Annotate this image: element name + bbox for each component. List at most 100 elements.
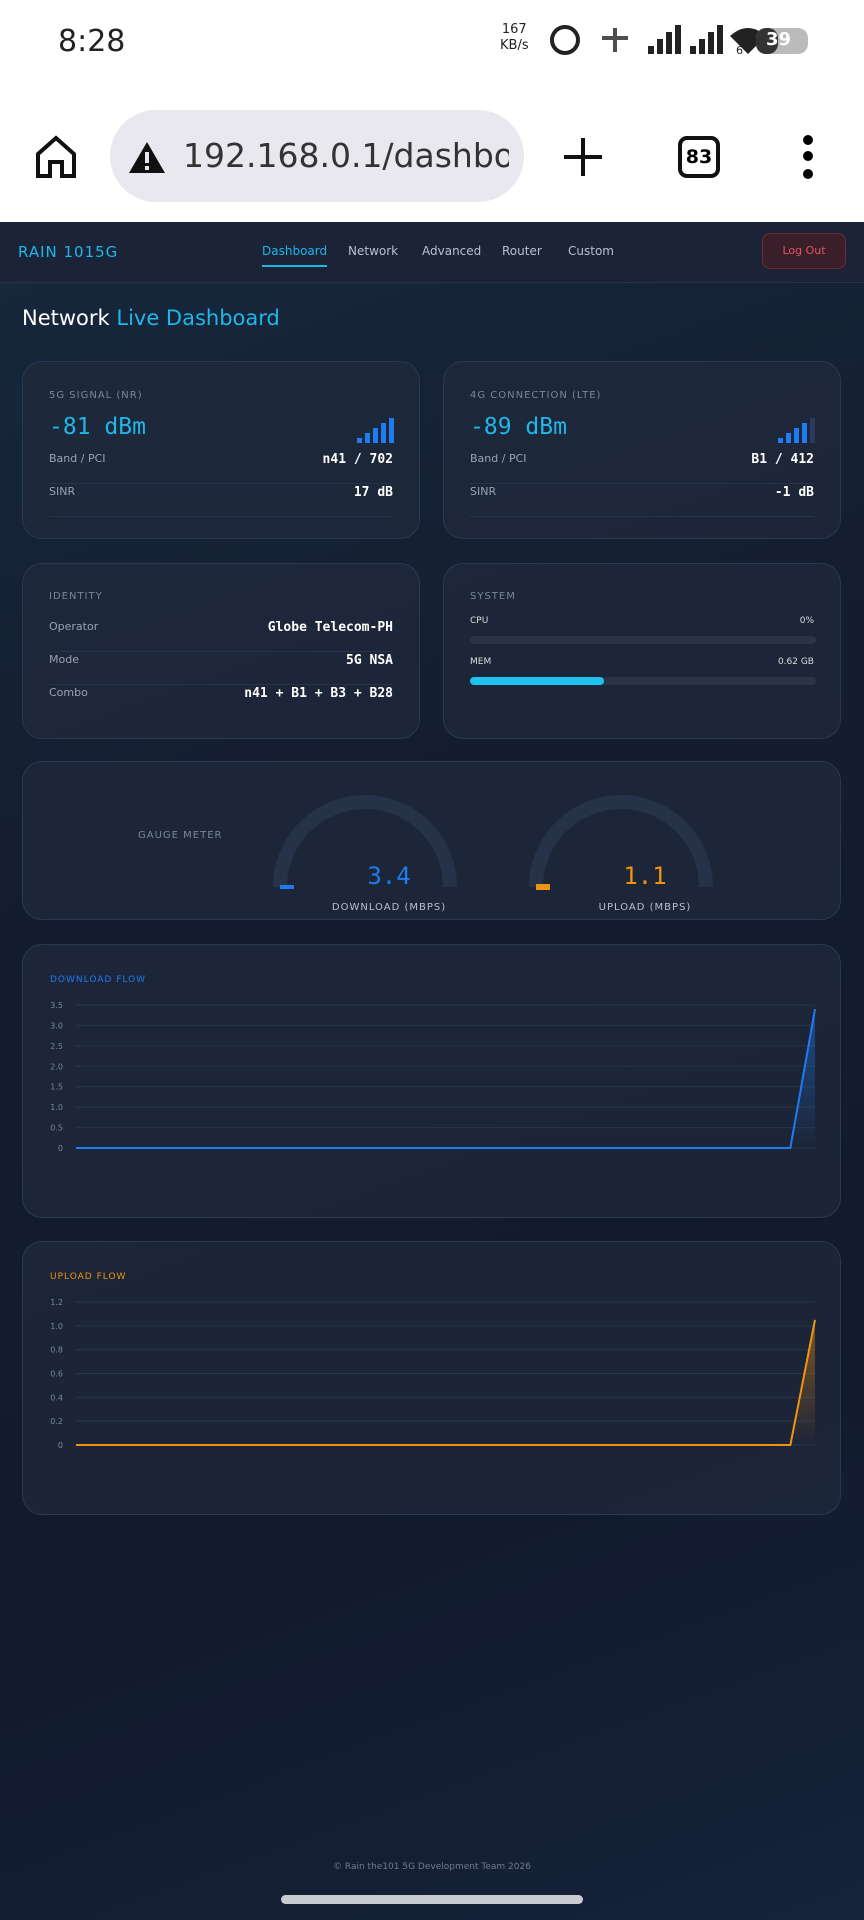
speed: 167 bbox=[501, 22, 527, 37]
download-value: 3.4 bbox=[367, 862, 411, 890]
upload-value: 1.1 bbox=[623, 862, 667, 890]
row-value: n41 / 702 bbox=[322, 452, 393, 467]
net-speed: 167 KB/s bbox=[500, 22, 529, 54]
cpu-label: CPU bbox=[470, 616, 489, 626]
battery: 39 bbox=[766, 29, 792, 50]
status-icons bbox=[550, 25, 808, 55]
y-tick-label: 0.4 bbox=[50, 1393, 63, 1402]
clock: 8:28 bbox=[58, 24, 126, 59]
page-heading: Network Live Dashboard bbox=[22, 306, 280, 330]
navbar: RAIN 1015G Dashboard Network Advanced Ro… bbox=[0, 222, 864, 283]
identity-card: IDENTITY Operator Globe Telecom-PH Mode 5G… bbox=[22, 563, 420, 739]
info-row: Band / PCI n41 / 702 bbox=[49, 452, 393, 484]
card-label: 4G CONNECTION (LTE) bbox=[470, 390, 602, 401]
info-row: Band / PCI B1 / 412 bbox=[470, 452, 814, 484]
row-label: SINR bbox=[470, 485, 497, 498]
footer: © Rain the101 5G Development Team 2026 bbox=[333, 1862, 531, 1872]
gauge-title: GAUGE METER bbox=[138, 830, 223, 841]
upload-chart-card: UPLOAD FLOW 0 0.2 0.4 0.6 0.8 1.0 1.2 bbox=[22, 1241, 841, 1515]
chart-title: DOWNLOAD FLOW bbox=[50, 975, 146, 985]
download-label: DOWNLOAD (MBPS) bbox=[331, 902, 447, 913]
heading-second: Live Dashboard bbox=[116, 306, 280, 330]
y-tick-label: 0 bbox=[58, 1441, 63, 1450]
upload-chart: UPLOAD FLOW 0 0.2 0.4 0.6 0.8 1.0 1.2 bbox=[50, 1272, 816, 1450]
new-tab[interactable] bbox=[562, 136, 604, 178]
row-label: Combo bbox=[49, 686, 88, 699]
card-label: IDENTITY bbox=[49, 591, 103, 602]
warning-icon bbox=[129, 142, 165, 173]
row-value: 5G NSA bbox=[346, 653, 393, 668]
y-tick-label: 0 bbox=[58, 1144, 63, 1153]
mem-value: 0.62 GB bbox=[777, 657, 814, 667]
y-tick-label: 1.2 bbox=[50, 1298, 63, 1307]
y-tick-label: 0.8 bbox=[50, 1346, 63, 1355]
y-tick-label: 1.0 bbox=[50, 1103, 63, 1112]
row-label: Operator bbox=[49, 620, 99, 633]
info-row: Combo n41 + B1 + B3 + B28 bbox=[49, 686, 393, 718]
card-label: SYSTEM bbox=[470, 591, 516, 602]
signal-icon bbox=[778, 418, 815, 443]
y-tick-label: 1.5 bbox=[50, 1083, 63, 1092]
y-tick-label: 3.5 bbox=[50, 1001, 63, 1010]
chart-title: UPLOAD FLOW bbox=[50, 1272, 126, 1282]
row-value: B1 / 412 bbox=[751, 452, 814, 467]
row-value: Globe Telecom-PH bbox=[267, 620, 393, 635]
y-tick-label: 0.2 bbox=[50, 1417, 63, 1426]
home-indicator bbox=[281, 1895, 583, 1904]
home-button[interactable] bbox=[34, 134, 78, 178]
row-value: 17 dB bbox=[353, 485, 393, 500]
address-bar[interactable]: 192.168.0.1/dashboard bbox=[110, 110, 524, 202]
nav-link[interactable]: Network bbox=[348, 244, 399, 258]
y-tick-label: 1.0 bbox=[50, 1322, 63, 1331]
mem-label: MEM bbox=[470, 657, 492, 667]
y-tick-label: 0.6 bbox=[50, 1370, 63, 1379]
y-tick-label: 3.0 bbox=[50, 1021, 63, 1030]
system-card: SYSTEM CPU 0% MEM 0.62 GB bbox=[443, 563, 841, 739]
row-value: n41 + B1 + B3 + B28 bbox=[244, 686, 393, 701]
upload-label: UPLOAD (MBPS) bbox=[598, 902, 692, 913]
info-row: SINR -1 dB bbox=[470, 485, 814, 517]
line bbox=[76, 1319, 816, 1446]
info-row: Operator Globe Telecom-PH bbox=[49, 620, 393, 652]
brand: RAIN 1015G bbox=[18, 243, 119, 261]
row-label: Band / PCI bbox=[49, 452, 106, 465]
card-label: 5G SIGNAL (NR) bbox=[49, 390, 143, 401]
line bbox=[76, 1008, 816, 1149]
download-chart-card: DOWNLOAD FLOW 0 0.5 1.0 1.5 2.0 2.5 3.0 3.5 bbox=[22, 944, 841, 1218]
heading-first: Network bbox=[22, 306, 110, 330]
mem-bar-track bbox=[470, 677, 816, 685]
y-tick-label: 2.0 bbox=[50, 1062, 63, 1071]
mem-bar bbox=[470, 677, 604, 685]
url: 192.168.0.1/dashboard bbox=[183, 136, 509, 175]
signal-value: -81 dBm bbox=[49, 414, 146, 440]
info-row: Mode 5G NSA bbox=[49, 653, 393, 685]
dashboard: RAIN 1015G Dashboard Network Advanced Ro… bbox=[0, 222, 864, 1920]
signal-icon bbox=[357, 418, 394, 443]
row-label: SINR bbox=[49, 485, 76, 498]
nav-link[interactable]: Advanced bbox=[422, 244, 482, 258]
row-value: -1 dB bbox=[774, 485, 814, 500]
tab-count[interactable]: 83 bbox=[678, 136, 720, 178]
y-tick-label: 2.5 bbox=[50, 1042, 63, 1051]
nav-link[interactable]: Router bbox=[502, 244, 542, 258]
cpu-bar bbox=[470, 636, 816, 644]
nav-link[interactable]: Dashboard bbox=[262, 244, 328, 267]
logout-button[interactable]: Log Out bbox=[762, 233, 846, 269]
nr-card: 5G SIGNAL (NR) -81 dBm Band / PCI n41 / 7… bbox=[22, 361, 420, 539]
row-label: Mode bbox=[49, 653, 79, 666]
menu[interactable] bbox=[798, 134, 818, 180]
lte-card: 4G CONNECTION (LTE) -89 dBm Band / PCI B1… bbox=[443, 361, 841, 539]
nav-link[interactable]: Custom bbox=[568, 244, 614, 258]
y-tick-label: 0.5 bbox=[50, 1124, 63, 1133]
cpu-value: 0% bbox=[799, 616, 814, 626]
signal-value: -89 dBm bbox=[470, 414, 567, 440]
speed-unit: KB/s bbox=[500, 38, 529, 53]
area bbox=[76, 1319, 815, 1445]
row-label: Band / PCI bbox=[470, 452, 527, 465]
gauge-card: GAUGE METER 3.4 DOWNLOAD (MBPS) 1.1 UPLO… bbox=[22, 761, 841, 920]
wifi-badge: 6 bbox=[736, 44, 743, 57]
info-row: SINR 17 dB bbox=[49, 485, 393, 517]
gauges bbox=[273, 795, 713, 890]
